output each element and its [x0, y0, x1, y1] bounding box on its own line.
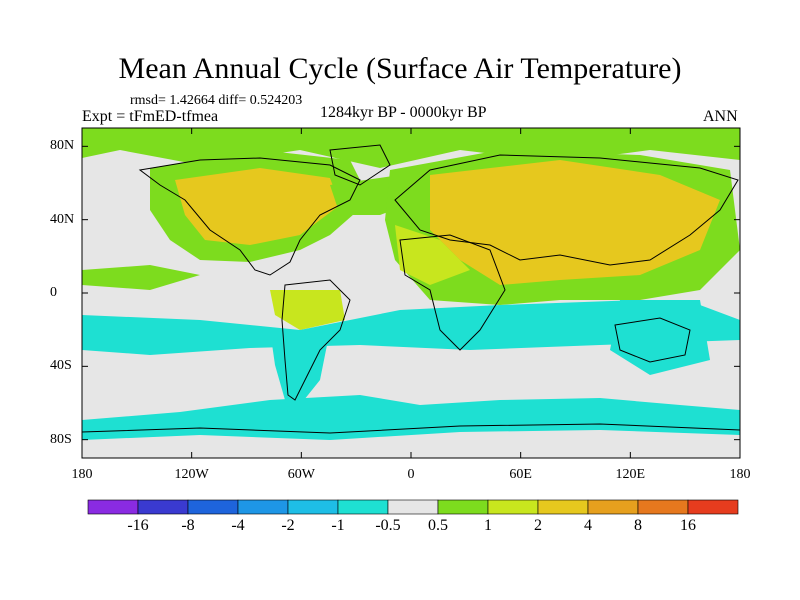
colorbar-swatch: [587, 499, 639, 515]
lon-tick-label: 120E: [615, 467, 646, 482]
lon-tick-label: 180: [729, 467, 751, 482]
south-america-cool-region: [270, 330, 330, 405]
colorbar-tick-label: -8: [181, 517, 195, 534]
coast-africa: [399, 234, 506, 351]
lon-tick-label: 0: [407, 467, 415, 482]
colorbar-swatch: [637, 499, 689, 515]
colorbar-tick-label: 1: [484, 517, 492, 534]
colorbar-swatch: [487, 499, 539, 515]
colorbar-tick-label: -0.5: [375, 517, 401, 534]
anomaly-field: [82, 128, 740, 458]
period-label: 1284kyr BP - 0000kyr BP: [320, 104, 487, 121]
lat-tick-label: 40S: [50, 358, 72, 374]
colorbar-tick-label: 2: [534, 517, 542, 534]
colorbar-swatch: [337, 499, 389, 515]
map-title: Mean Annual Cycle (Surface Air Temperatu…: [118, 52, 682, 85]
colorbar-tick-label: -2: [281, 517, 295, 534]
lon-tick-label: 180: [71, 467, 93, 482]
colorbar-tick-label: -4: [231, 517, 245, 534]
south-america-warm-region: [270, 290, 345, 330]
colorbar-tick-label: -1: [331, 517, 345, 534]
antarctic-neutral-region: [82, 430, 740, 458]
lon-tick-label: 120W: [174, 467, 209, 482]
lon-tick-label: 60W: [287, 467, 315, 482]
season-label: ANN: [703, 108, 738, 125]
colorbar-tick-label: 8: [634, 517, 642, 534]
lat-tick-label: 80S: [50, 431, 72, 447]
colorbar-swatch: [137, 499, 189, 515]
colorbar-tick-label: 4: [584, 517, 592, 534]
colorbar-swatch: [537, 499, 589, 515]
coast-south-america: [281, 279, 351, 401]
stats-text: rmsd= 1.42664 diff= 0.524203: [130, 93, 303, 108]
coastlines: [82, 144, 740, 434]
experiment-label: Expt = tFmED-tfmea: [82, 108, 219, 125]
lon-tick-label: 60E: [509, 467, 532, 482]
coast-antarctica: [82, 423, 740, 434]
eurasia-moderate-region: [395, 225, 470, 285]
tick-marks: [81, 128, 741, 458]
colorbar-tick-label: 16: [680, 517, 696, 534]
colorbar-tick-label: -16: [127, 517, 149, 534]
colorbar-swatch: [187, 499, 239, 515]
north-pacific-warm-band: [82, 265, 200, 290]
coast-greenland: [329, 144, 391, 186]
colorbar-swatch: [237, 499, 289, 515]
north-america-warmest-region: [175, 168, 340, 245]
colorbar-swatch: [287, 499, 339, 515]
lat-tick-label: 80N: [50, 138, 75, 154]
colorbar-swatch: [437, 499, 489, 515]
coast-north-america: [138, 157, 361, 276]
colorbar-swatch: [387, 499, 439, 515]
coast-australia: [614, 317, 691, 363]
colorbar-swatch: [687, 499, 739, 515]
colorbar-tick-label: 0.5: [428, 517, 448, 534]
lat-tick-label: 0: [50, 285, 57, 300]
southern-ocean-cool-band: [82, 300, 740, 355]
colorbar-swatch: [87, 499, 139, 515]
eurasia-warmest-region: [430, 160, 720, 285]
lat-tick-label: 40N: [50, 211, 75, 227]
colorbar: [87, 499, 739, 515]
